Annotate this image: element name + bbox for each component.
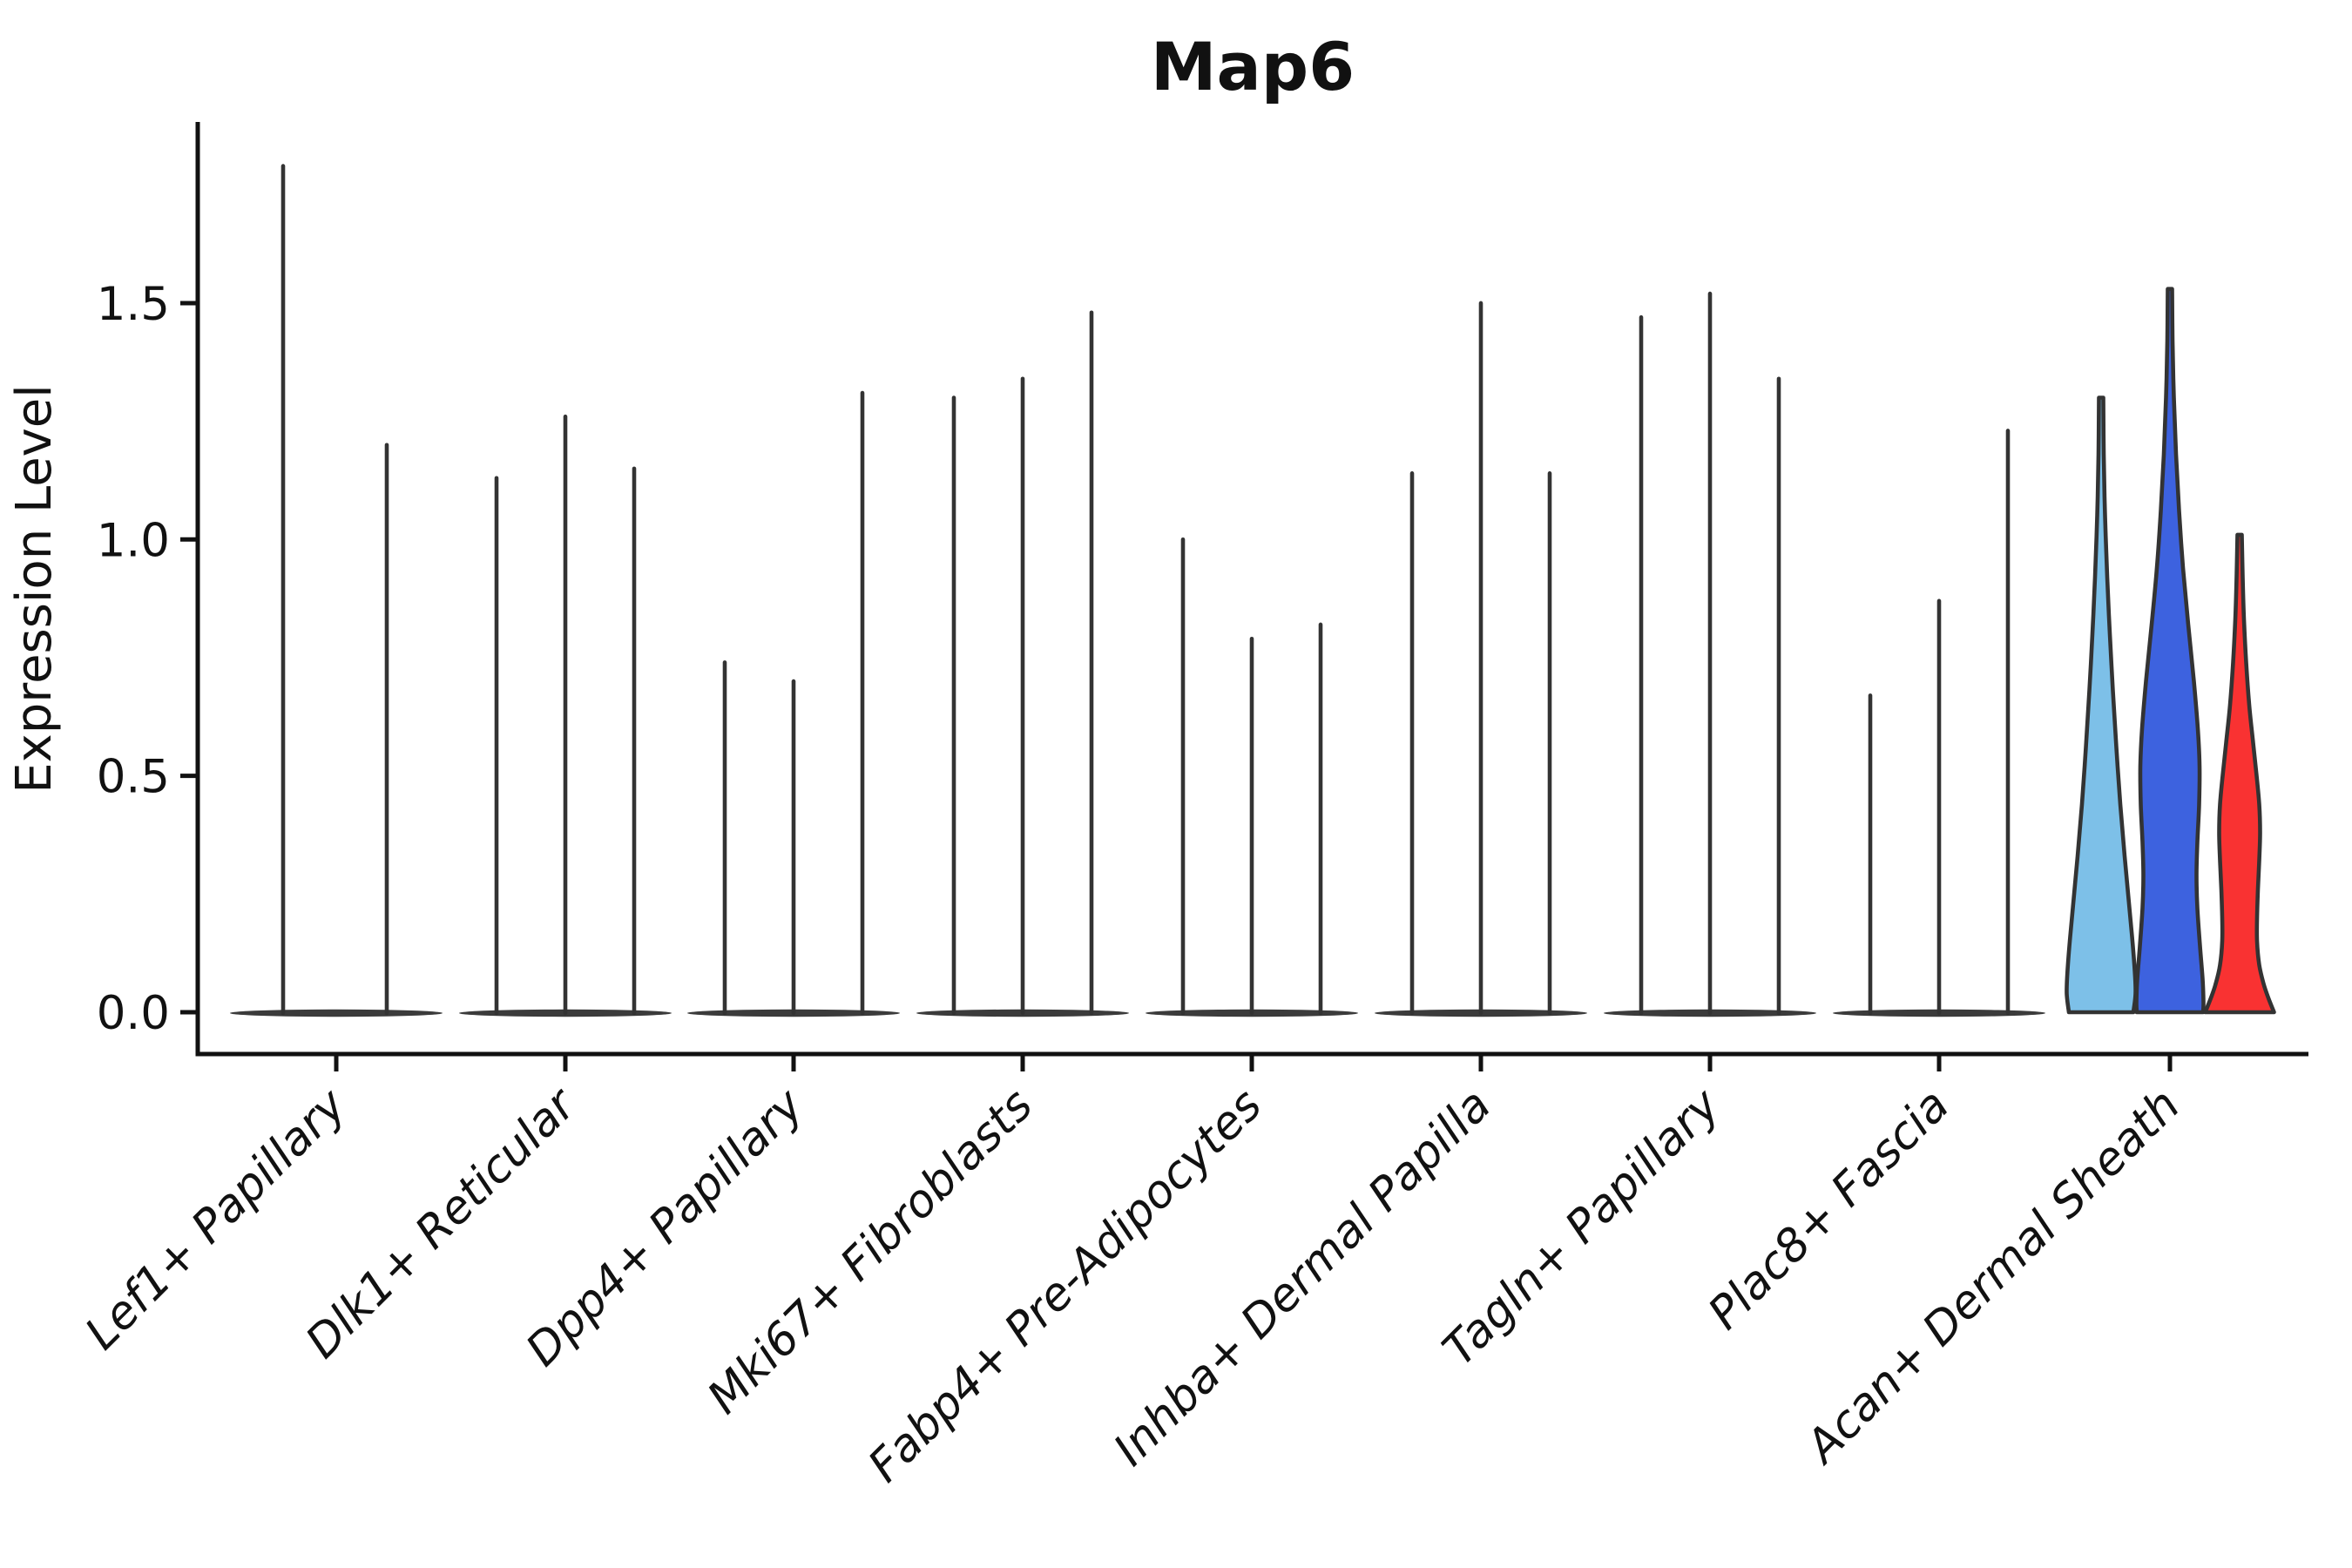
zero-expression-disc <box>230 1009 443 1017</box>
violin-body <box>2203 532 2276 1015</box>
x-tick-label: Fabp4+ Pre-Adipocytes <box>859 1079 1273 1493</box>
violin-body <box>2065 395 2138 1015</box>
y-tick-label: 1.5 <box>97 278 170 331</box>
y-axis-label: Expression Level <box>6 384 63 794</box>
y-tick-label: 1.0 <box>97 514 170 567</box>
y-tick-label: 0.5 <box>97 751 170 804</box>
chart-title: Map6 <box>1151 28 1355 105</box>
violin-body <box>2134 287 2206 1015</box>
y-tick-label: 0.0 <box>97 987 170 1040</box>
x-tick-label: Acan+ Dermal Sheath <box>1794 1079 2190 1475</box>
x-tick-label: Plac8+ Fascia <box>1699 1079 1959 1340</box>
x-tick-label: Inhba+ Dermal Papilla <box>1104 1079 1501 1477</box>
